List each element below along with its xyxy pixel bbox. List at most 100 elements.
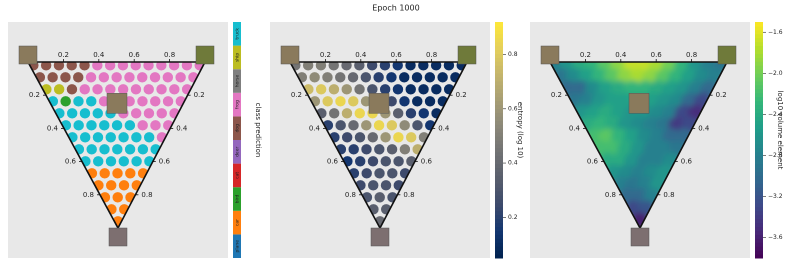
dot: [112, 168, 123, 179]
colorbar-step: [755, 206, 763, 212]
dot: [348, 96, 359, 107]
ternary-tick-label: 0.2: [551, 91, 562, 99]
colorbar-step: [755, 33, 763, 39]
dot: [92, 132, 104, 143]
colorbar-step: [755, 132, 763, 137]
colorbar-step: [755, 100, 763, 106]
dot: [130, 84, 142, 95]
dot: [131, 132, 142, 143]
dot: [73, 96, 84, 107]
dot: [125, 168, 136, 179]
dot: [379, 84, 391, 95]
dot: [118, 180, 130, 191]
dot: [124, 120, 136, 131]
ternary-tick-label: 0.6: [587, 158, 599, 166]
colorbar-step: [755, 77, 763, 82]
colorbar-step: [495, 214, 503, 220]
colorbar-step: [495, 136, 503, 141]
ternary-tick-label: 0.8: [605, 191, 616, 199]
dot: [150, 120, 161, 131]
colorbar-step: [495, 187, 503, 192]
thumbnail: [106, 93, 128, 114]
colorbar-step: [755, 69, 763, 74]
colorbar-tick-label: −2.0: [768, 70, 783, 77]
colorbar-step: [755, 202, 763, 208]
dot: [341, 108, 353, 119]
dot: [374, 144, 385, 155]
dot: [118, 132, 129, 143]
colorbar-step: [495, 242, 503, 247]
ternary-tick-label: 0.8: [663, 191, 674, 199]
colorbar-step: [495, 159, 503, 165]
colorbar-tick-label: −3.6: [768, 234, 783, 241]
dot: [328, 108, 340, 119]
dot: [79, 132, 91, 143]
colorbar-step: [495, 22, 503, 27]
dot: [354, 108, 365, 119]
dot: [86, 96, 97, 107]
colorbar-step: [755, 195, 763, 200]
colorbar-step: [495, 238, 503, 243]
colorbar-segment: [233, 163, 241, 188]
thumbnail: [368, 93, 390, 114]
dot: [99, 144, 110, 155]
colorbar-step: [495, 112, 503, 117]
colorbar-step: [495, 65, 503, 70]
colorbar-step: [755, 191, 763, 196]
colorbar-step: [495, 53, 503, 58]
thumbnail: [457, 45, 477, 65]
dot: [335, 72, 346, 83]
dot: [60, 96, 71, 107]
dot: [105, 84, 116, 95]
colorbar-step: [755, 104, 763, 110]
colorbar-step: [755, 242, 763, 247]
colorbar-step: [495, 230, 503, 235]
dot: [112, 192, 123, 203]
dot: [92, 84, 103, 95]
dot: [162, 72, 174, 83]
ternary-tick-label: 0.2: [456, 91, 467, 99]
thumbnail: [540, 45, 560, 65]
ternary-tick-label: 0.2: [580, 51, 591, 59]
colorbar-tick-label: 0.6: [508, 105, 518, 112]
colorbar-step: [755, 25, 763, 31]
dot: [399, 72, 410, 83]
colorbar-step: [495, 199, 503, 204]
colorbar-step: [755, 37, 763, 43]
dot: [175, 72, 186, 83]
colorbar-step: [755, 22, 763, 27]
colorbar-step: [495, 25, 503, 31]
dot: [386, 120, 398, 131]
colorbar-step: [755, 88, 763, 94]
colorbar-step: [755, 238, 763, 243]
colorbar-step: [755, 120, 763, 125]
marks: [550, 62, 727, 228]
thumbnail: [280, 45, 300, 65]
dot: [73, 120, 84, 131]
colorbar-step: [495, 254, 503, 259]
colorbar-segment: [233, 22, 241, 46]
colorbar-step: [755, 112, 763, 117]
colorbar-step: [495, 143, 503, 149]
colorbar-step: [495, 151, 503, 157]
colorbar-step: [755, 155, 763, 161]
ternary-tick-label: 0.6: [159, 158, 171, 166]
ternary-frame: [26, 61, 207, 230]
colorbar-step: [755, 116, 763, 121]
colorbar-step: [495, 81, 503, 86]
colorbar-class-label: dog: [235, 124, 241, 133]
dot: [380, 156, 391, 167]
dot: [106, 180, 117, 191]
colorbar-step: [755, 53, 763, 58]
colorbar-step: [495, 191, 503, 196]
dot: [112, 144, 123, 155]
colorbar-step: [495, 120, 503, 125]
dot: [117, 84, 129, 95]
colorbar-step: [755, 65, 763, 70]
ternary-tick-label: 0.6: [65, 158, 77, 166]
dot: [149, 72, 161, 83]
dot: [322, 96, 333, 107]
dot: [47, 72, 58, 83]
dot: [99, 120, 110, 131]
